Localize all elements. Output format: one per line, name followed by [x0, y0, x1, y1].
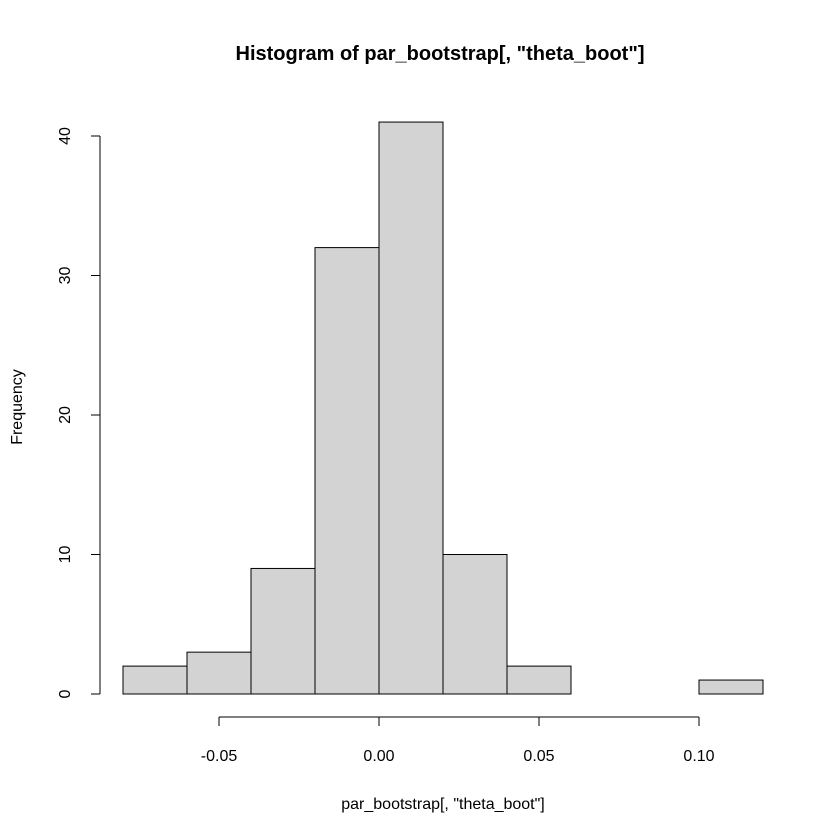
y-axis-label: Frequency: [9, 369, 26, 445]
y-tick-label: 20: [57, 406, 74, 424]
y-tick-label: 30: [57, 267, 74, 285]
histogram-bar: [698, 679, 764, 695]
y-axis: 0 10 20 30 40: [57, 127, 101, 698]
x-axis: -0.05 0.00 0.05 0.10: [201, 716, 715, 765]
x-tick-label: 0.00: [363, 748, 394, 765]
histogram-bar: [186, 651, 252, 695]
x-tick-label: -0.05: [201, 748, 238, 765]
y-tick-label: 0: [57, 689, 74, 698]
chart-title: Histogram of par_bootstrap[, "theta_boot…: [236, 43, 645, 65]
histogram-bar: [122, 665, 188, 695]
histogram-bar: [506, 665, 572, 695]
histogram-bar: [442, 554, 508, 695]
x-axis-label: par_bootstrap[, "theta_boot"]: [341, 796, 545, 813]
bar-group: [122, 121, 764, 695]
histogram-bar: [378, 121, 444, 695]
x-tick-label: 0.10: [683, 748, 714, 765]
y-tick-label: 10: [57, 546, 74, 564]
y-tick-label: 40: [57, 127, 74, 145]
histogram-bar: [314, 247, 380, 695]
histogram-bar: [250, 567, 316, 695]
x-tick-label: 0.05: [523, 748, 554, 765]
